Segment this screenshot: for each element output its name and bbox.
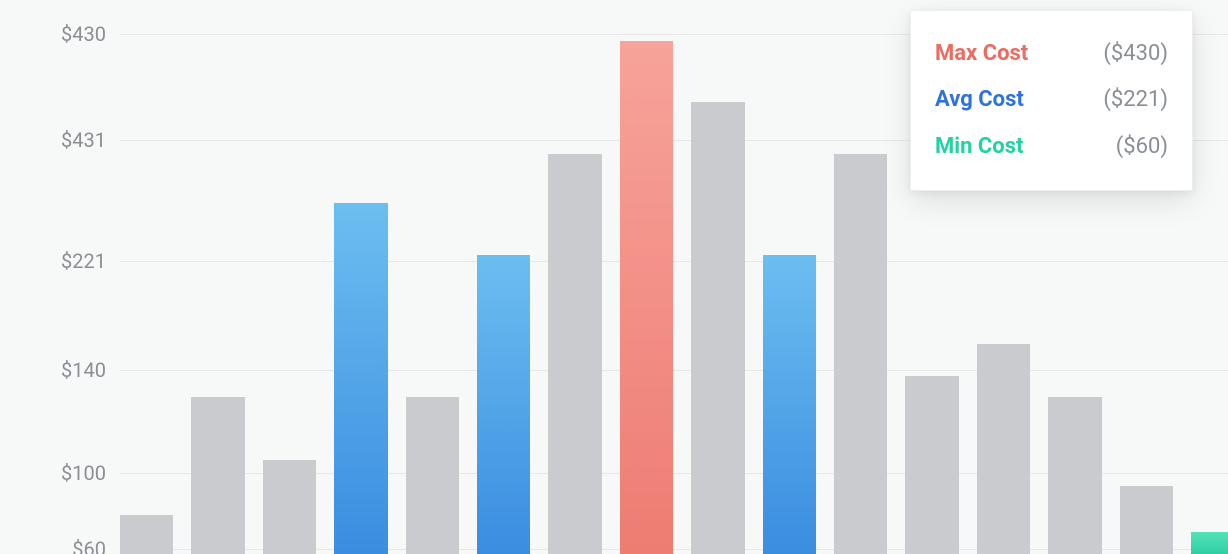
y-tick-label: $431: [61, 128, 106, 152]
y-tick-label: $140: [61, 358, 106, 382]
legend-value: ($60): [1116, 134, 1168, 160]
bar: [263, 460, 316, 554]
bar: [691, 102, 744, 554]
legend-row: Max Cost ($430): [935, 31, 1168, 77]
bar: [763, 255, 816, 554]
bar: [334, 203, 387, 554]
y-tick-label: $221: [61, 249, 106, 273]
legend-box: Max Cost ($430) Avg Cost ($221) Min Cost ($60…: [910, 10, 1193, 191]
legend-value: ($221): [1103, 87, 1168, 113]
bar: [477, 255, 530, 554]
bar: [191, 397, 244, 554]
y-tick-label: $430: [61, 22, 106, 46]
legend-row: Avg Cost ($221): [935, 77, 1168, 123]
y-tick-label: $60: [72, 537, 106, 554]
bar: [1048, 397, 1101, 554]
legend-label: Min Cost: [935, 134, 1023, 160]
cost-bar-chart: $430 $431 $221 $140 $100 $60 Max Cost ($430) Av…: [0, 0, 1228, 554]
bar: [834, 154, 887, 554]
bar: [620, 41, 673, 554]
bar: [548, 154, 601, 554]
bar: [1191, 532, 1228, 554]
legend-label: Avg Cost: [935, 87, 1024, 113]
bar: [977, 344, 1030, 554]
y-tick-label: $100: [61, 461, 106, 485]
bar: [120, 515, 173, 554]
legend-row: Min Cost ($60): [935, 124, 1168, 170]
bar: [905, 376, 958, 554]
legend-label: Max Cost: [935, 41, 1028, 67]
bar: [406, 397, 459, 554]
bar: [1120, 486, 1173, 554]
y-axis: $430 $431 $221 $140 $100 $60: [0, 0, 120, 554]
legend-value: ($430): [1103, 41, 1168, 67]
